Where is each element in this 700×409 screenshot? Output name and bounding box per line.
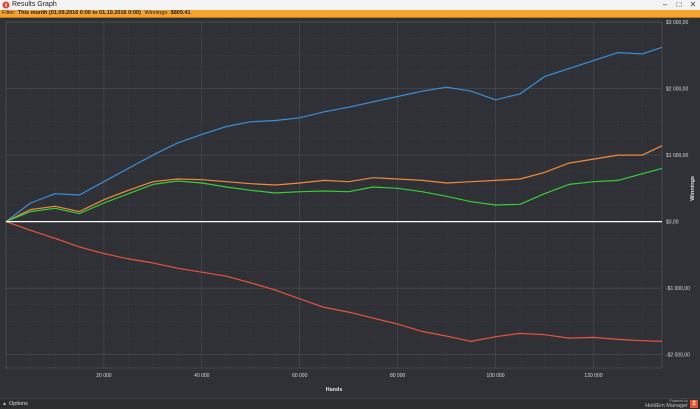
window-title: Results Graph xyxy=(12,1,57,8)
window-controls: – □ ✕ xyxy=(660,0,698,10)
y-tick-label: -$2 000,00 xyxy=(666,353,690,359)
series-line-net-won[interactable] xyxy=(5,167,663,223)
plot-border xyxy=(5,21,663,369)
x-tick-label: 100 000 xyxy=(487,373,505,379)
y-axis-label: Winnings xyxy=(690,176,696,201)
brand-name: HoldEm Manager xyxy=(645,403,688,409)
y-tick-label: $1 000,00 xyxy=(666,153,688,159)
series-line-non-showdown[interactable] xyxy=(5,221,663,342)
x-tick-label: 120 000 xyxy=(584,373,602,379)
y-tick-label: $2 000,00 xyxy=(666,87,688,93)
options-button[interactable]: ▲ Options xyxy=(2,400,28,408)
series-line-showdown[interactable] xyxy=(5,46,663,223)
x-tick-label: 40 000 xyxy=(194,373,210,379)
x-tick-label: 20 000 xyxy=(96,373,112,379)
hem-logo-icon: 2 xyxy=(690,400,698,408)
options-label: Options xyxy=(8,401,28,407)
filter-bar: Filter: This month (01.09.2016 0:00 to 01… xyxy=(0,10,700,18)
close-button[interactable]: ✕ xyxy=(689,0,697,9)
results-graph-svg[interactable]: $3 000,00 $2 000,00 $1 000,00 $0,00 -$1 000,… xyxy=(0,18,700,405)
y-tick-label: $3 000,00 xyxy=(666,20,688,26)
y-tick-label: $0,00 xyxy=(666,220,679,226)
x-tick-label: 60 000 xyxy=(292,373,308,379)
winnings-label: Winnings: xyxy=(144,10,169,16)
app-icon xyxy=(2,1,10,9)
filter-label: Filter: xyxy=(2,10,16,16)
minimize-button[interactable]: – xyxy=(662,0,668,9)
results-chart[interactable]: $3 000,00 $2 000,00 $1 000,00 $0,00 -$1 000,… xyxy=(0,18,700,405)
powered-by-text: Powered by xyxy=(669,399,688,403)
filter-value[interactable]: This month (01.09.2016 0:00 to 01.10.201… xyxy=(17,10,141,16)
bottom-bar: ▲ Options Powered by HoldEm Manager 2 xyxy=(0,398,700,409)
powered-by: Powered by HoldEm Manager xyxy=(645,399,688,409)
winnings-value: $809.41 xyxy=(170,10,191,16)
y-tick-label: -$1 000,00 xyxy=(666,286,690,292)
x-tick-label: 80 000 xyxy=(390,373,406,379)
maximize-button[interactable]: □ xyxy=(676,0,682,9)
x-axis-label: Hands xyxy=(326,387,343,393)
chevron-up-icon: ▲ xyxy=(2,401,7,407)
series-line-all-in-ev[interactable] xyxy=(5,145,663,223)
